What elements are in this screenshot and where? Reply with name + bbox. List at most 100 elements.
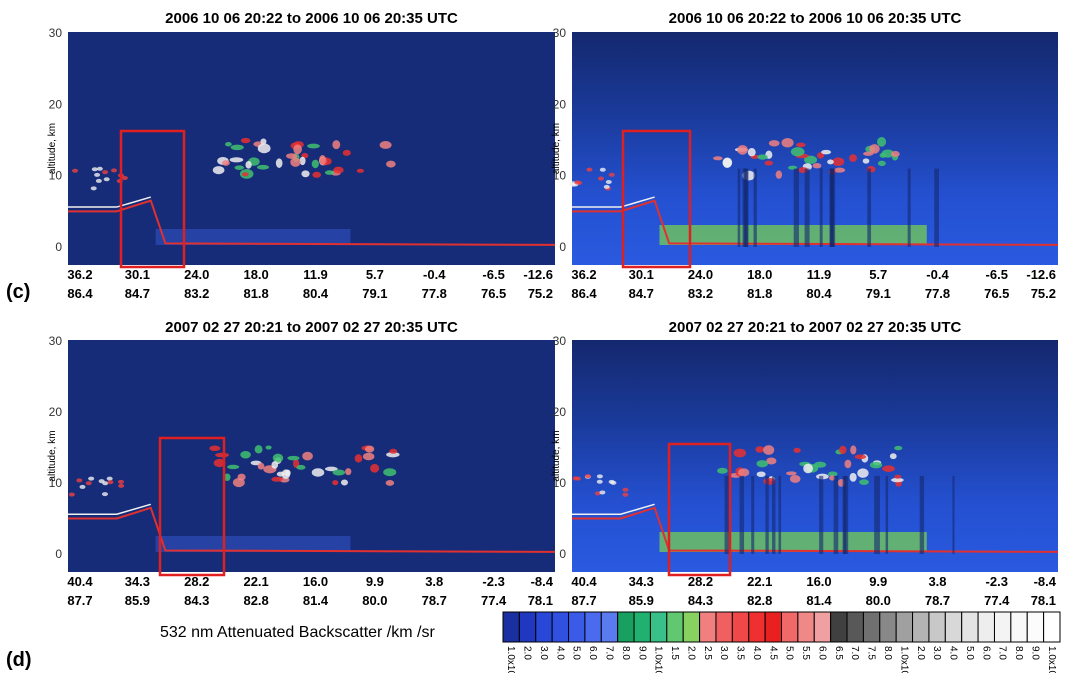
cloud [90,186,97,191]
cloud [356,168,365,173]
cloud [276,471,285,477]
latitude-label: 22.1 [747,574,772,589]
latitude-label: 3.8 [928,574,946,589]
longitude-label: 77.4 [481,593,507,608]
latitude-label: 30.1 [125,267,150,282]
cloud [574,180,581,185]
cloud [827,159,834,165]
y-tick-label: 30 [49,334,63,348]
colorbar-cell [977,611,995,643]
cloud [766,457,777,465]
signal-attenuation [804,168,810,247]
longitude-label: 77.8 [422,286,447,301]
cloud [597,176,604,181]
signal-attenuation [739,475,745,554]
latitude-label: -6.5 [986,267,1008,282]
region-box [621,129,692,269]
cloud [342,149,351,156]
cloud [72,168,79,173]
cloud [603,184,610,189]
colorbar-label: 6.5 [833,646,844,660]
latitude-label: 16.0 [303,574,328,589]
latitude-label: 11.9 [303,267,328,282]
colorbar-label: 8.0 [882,646,893,660]
terrain-signal [572,506,1059,553]
longitude-label: 84.7 [125,286,150,301]
cloud [738,468,750,477]
cloud [302,451,313,461]
panel-title: 2007 02 27 20:21 to 2007 02 27 20:35 UTC [669,319,962,336]
y-axis-label: altitude, km [551,430,562,481]
cloud [790,147,805,157]
cloud [804,155,818,164]
cloud [793,447,801,453]
cloud [257,462,265,470]
signal-attenuation [952,475,955,554]
latitude-label: 34.3 [629,574,654,589]
y-tick-label: 30 [553,26,567,40]
cloud [111,168,118,173]
cloud [877,160,886,167]
colorbar-cell [846,611,864,643]
cloud [293,459,300,468]
signal-attenuation [819,168,823,247]
colorbar-label: 9.0 [1029,646,1040,660]
latitude-label: 5.7 [366,267,384,282]
cloud [869,144,880,154]
longitude-label: 87.7 [67,593,92,608]
cloud [733,448,747,458]
cloud [386,160,396,168]
longitude-label: 81.8 [243,286,268,301]
longitude-label: 78.7 [422,593,447,608]
cloud [849,154,857,162]
cloud [862,158,870,164]
cloud [803,463,813,474]
cloud [118,483,125,488]
panel-title: 2006 10 06 20:22 to 2006 10 06 20:35 UTC [669,10,962,27]
y-tick-label: 30 [553,334,567,348]
cloud [265,445,272,450]
cloud [260,138,267,145]
cloud [234,165,245,170]
colorbar-label: 2.5 [702,646,713,660]
signal-attenuation [743,168,748,247]
cloud [307,143,320,149]
aerosol-layer [155,536,351,552]
cloud [301,170,310,178]
colorbar-label: 3.0 [718,646,729,660]
colorbar-cell [895,611,914,643]
cloud [272,453,284,463]
latitude-label: 28.2 [688,574,713,589]
cloud [844,459,852,469]
signal-attenuation [737,168,741,247]
colorbar-label: 1.0x10⁻⁴ [505,646,516,673]
colorbar-cell [649,611,668,643]
cloud [213,458,226,468]
y-tick-label: 10 [49,169,63,183]
cloud [781,137,794,148]
cloud [230,144,244,151]
colorbar-label: 6.0 [816,646,827,660]
cloud [877,137,887,147]
colorbar-cell [682,611,701,643]
signal-attenuation [874,475,880,554]
latitude-label: 11.9 [807,267,832,282]
cloud [849,472,857,482]
cloud [755,446,765,453]
cloud [821,149,832,155]
latitude-label: 36.2 [571,267,596,282]
colorbar-title: 532 nm Attenuated Backscatter /km /sr [160,624,435,641]
y-tick-label: 10 [553,169,567,183]
cloud [333,166,344,174]
colorbar-label: 7.0 [849,646,860,660]
latitude-label: -12.6 [523,267,553,282]
cloud [882,465,895,472]
longitude-label: 80.4 [806,286,832,301]
latitude-label: 36.2 [67,267,92,282]
colorbar-label: 4.0 [554,646,565,660]
colorbar-label: 2.0 [522,646,533,660]
colorbar-cell [830,611,848,643]
signal-attenuation [751,475,755,554]
latitude-label: -8.4 [1034,574,1057,589]
cloud [296,464,306,470]
